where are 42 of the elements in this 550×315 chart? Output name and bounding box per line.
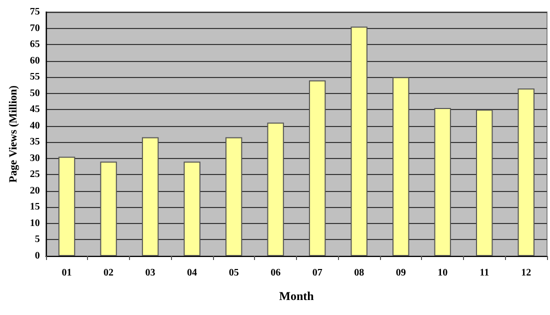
y-tick-label: 15 [30,202,40,213]
x-tick-label: 08 [354,268,364,278]
y-tick-label: 40 [30,120,40,132]
y-tick-label: 70 [30,22,40,34]
x-tick-label: 03 [145,268,156,278]
bar [184,162,200,256]
x-tick-label: 02 [104,268,114,278]
x-tick-label: 09 [396,268,406,278]
y-tick-label: 50 [30,88,40,99]
y-tick-label: 5 [34,234,40,246]
bar [434,108,451,256]
y-tick-label: 25 [30,169,40,180]
bar [518,88,534,256]
x-tick-label: 05 [228,268,239,278]
bar [142,137,159,256]
y-tick-label: 60 [30,55,40,66]
bar [267,122,284,256]
y-tick-label: 10 [30,218,40,229]
y-tick-label: 35 [30,136,40,148]
bar [58,156,76,256]
x-tick-label: 10 [438,268,448,278]
y-tick-label: 55 [30,72,40,83]
bar [350,26,368,256]
bar [392,77,410,256]
x-tick-label: 06 [270,268,281,278]
bar [100,162,117,256]
bar [476,110,493,256]
x-tick-label: 12 [521,268,532,278]
x-tick-label: 04 [187,268,198,278]
y-tick-label: 45 [30,104,40,116]
y-tick-label: 0 [34,250,40,262]
y-tick-label: 30 [30,152,40,164]
bar [308,80,326,256]
bar [225,137,242,256]
y-tick-label: 20 [30,185,40,196]
x-tick-label: 11 [480,268,490,278]
y-axis-title: Page Views (Million) [8,85,20,183]
y-tick-label: 65 [30,39,40,50]
x-axis-title: Month [279,289,314,303]
x-tick-label: 07 [312,268,322,278]
x-tick-label: 01 [62,268,72,278]
y-tick-label: 75 [30,6,40,18]
